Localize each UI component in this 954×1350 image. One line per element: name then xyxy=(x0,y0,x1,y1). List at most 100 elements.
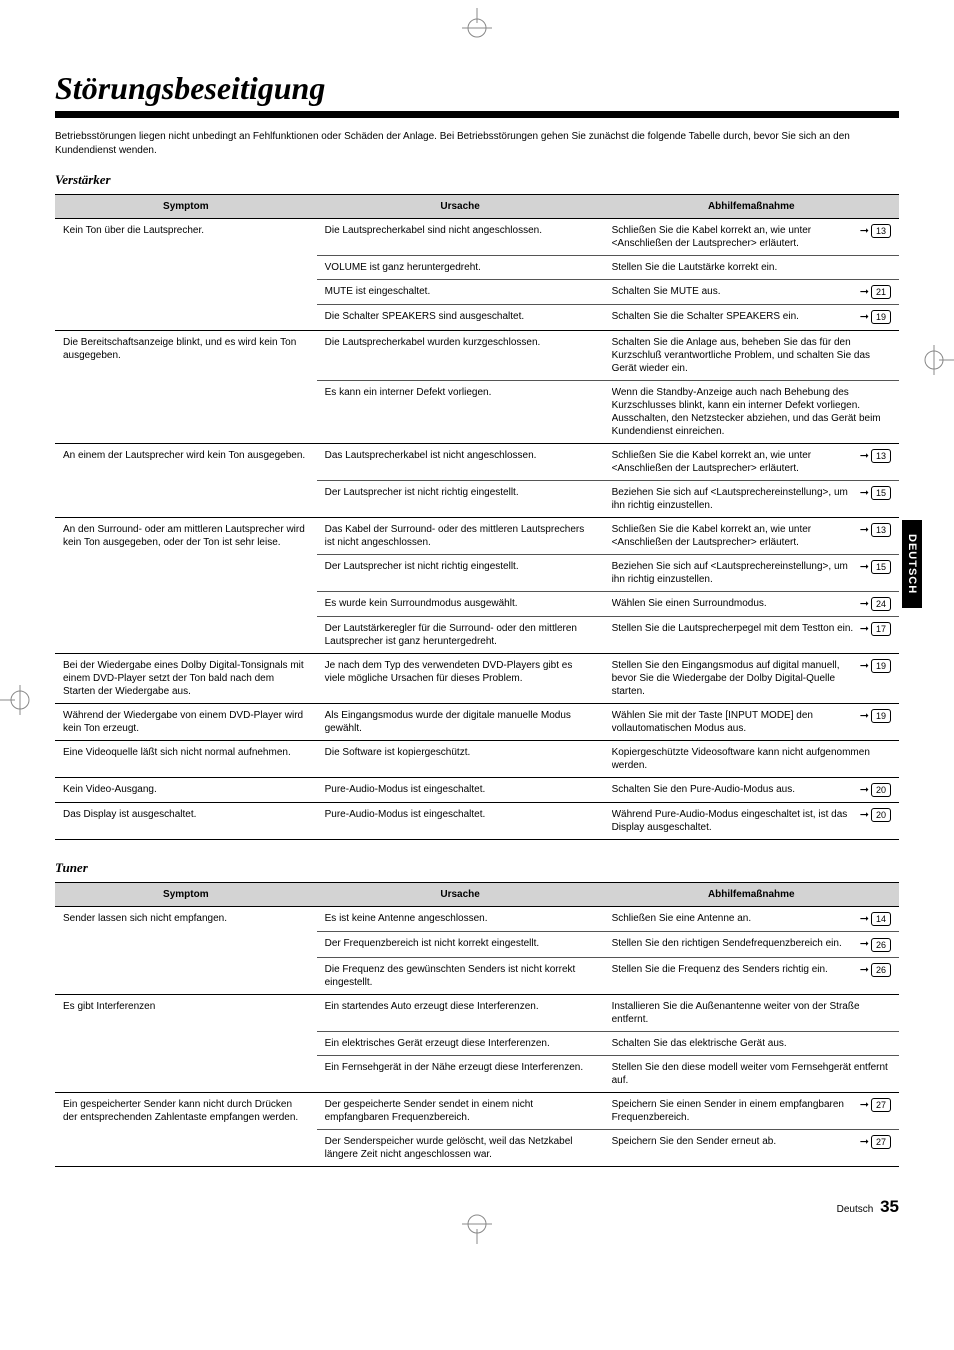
ursache-cell: Der Lautsprecher ist nicht richtig einge… xyxy=(317,554,604,591)
abhilfe-cell: ➞19Schalten Sie die Schalter SPEAKERS ei… xyxy=(604,305,899,330)
abhilfe-cell: ➞19Wählen Sie mit der Taste [INPUT MODE]… xyxy=(604,703,899,740)
table-row: Die Frequenz des gewünschten Senders ist… xyxy=(55,957,899,994)
arrow-icon: ➞ xyxy=(860,937,869,951)
abhilfe-text: Schalten Sie den Pure-Audio-Modus aus. xyxy=(612,783,854,796)
arrow-icon: ➞ xyxy=(860,783,869,797)
amplifier-table: Symptom Ursache Abhilfemaßnahme Kein Ton… xyxy=(55,194,899,840)
abhilfe-text: Schließen Sie die Kabel korrekt an, wie … xyxy=(612,449,854,475)
symptom-cell: Während der Wiedergabe von einem DVD-Pla… xyxy=(55,703,317,740)
abhilfe-cell: ➞27Speichern Sie einen Sender in einem e… xyxy=(604,1092,899,1129)
page-number-badge: 26 xyxy=(871,938,891,952)
ursache-cell: Als Eingangsmodus wurde der digitale man… xyxy=(317,703,604,740)
ursache-cell: Pure-Audio-Modus ist eingeschaltet. xyxy=(317,803,604,840)
symptom-cell: Die Bereitschaftsanzeige blinkt, und es … xyxy=(55,330,317,380)
abhilfe-cell: Stellen Sie den diese modell weiter vom … xyxy=(604,1055,899,1092)
symptom-cell xyxy=(55,256,317,280)
abhilfe-text: Schalten Sie MUTE aus. xyxy=(612,285,854,298)
table-row: Das Display ist ausgeschaltet.Pure-Audio… xyxy=(55,803,899,840)
symptom-cell: Bei der Wiedergabe eines Dolby Digital-T… xyxy=(55,653,317,703)
abhilfe-cell: Stellen Sie die Lautstärke korrekt ein. xyxy=(604,256,899,280)
ursache-cell: MUTE ist eingeschaltet. xyxy=(317,280,604,305)
abhilfe-cell: ➞13Schließen Sie die Kabel korrekt an, w… xyxy=(604,219,899,256)
ursache-cell: Ein startendes Auto erzeugt diese Interf… xyxy=(317,994,604,1031)
page-number-badge: 14 xyxy=(871,912,891,926)
page-number-badge: 19 xyxy=(871,659,891,673)
abhilfe-text: Schließen Sie eine Antenne an. xyxy=(612,912,854,925)
abhilfe-cell: ➞20Während Pure-Audio-Modus eingeschalte… xyxy=(604,803,899,840)
table-row: An einem der Lautsprecher wird kein Ton … xyxy=(55,443,899,480)
abhilfe-cell: ➞15Beziehen Sie sich auf <Lautsprecherei… xyxy=(604,554,899,591)
page-number-badge: 13 xyxy=(871,224,891,238)
ursache-cell: Der Senderspeicher wurde gelöscht, weil … xyxy=(317,1129,604,1166)
ursache-cell: Ein elektrisches Gerät erzeugt diese Int… xyxy=(317,1031,604,1055)
table-row: Es kann ein interner Defekt vorliegen.We… xyxy=(55,380,899,443)
table-row: Sender lassen sich nicht empfangen.Es is… xyxy=(55,907,899,932)
ursache-cell: Je nach dem Typ des verwendeten DVD-Play… xyxy=(317,653,604,703)
language-tab: DEUTSCH xyxy=(902,520,922,608)
abhilfe-cell: ➞27Speichern Sie den Sender erneut ab. xyxy=(604,1129,899,1166)
abhilfe-cell: ➞24Wählen Sie einen Surroundmodus. xyxy=(604,591,899,616)
table-row: Der Lautstärkeregler für die Surround- o… xyxy=(55,616,899,653)
th-symptom: Symptom xyxy=(55,195,317,219)
arrow-icon: ➞ xyxy=(860,1135,869,1149)
abhilfe-cell: ➞17Stellen Sie die Lautsprecherpegel mit… xyxy=(604,616,899,653)
page-reference: ➞13 xyxy=(860,224,891,238)
ursache-cell: Die Schalter SPEAKERS sind ausgeschaltet… xyxy=(317,305,604,330)
table-row: Die Schalter SPEAKERS sind ausgeschaltet… xyxy=(55,305,899,330)
abhilfe-cell: Kopiergeschützte Videosoftware kann nich… xyxy=(604,740,899,777)
abhilfe-text: Stellen Sie den richtigen Sendefrequenzb… xyxy=(612,937,854,950)
page-reference: ➞26 xyxy=(860,937,891,951)
symptom-cell xyxy=(55,480,317,517)
symptom-cell xyxy=(55,1129,317,1166)
page-reference: ➞19 xyxy=(860,709,891,723)
page-number-badge: 19 xyxy=(871,709,891,723)
ursache-cell: Der Lautstärkeregler für die Surround- o… xyxy=(317,616,604,653)
page-number-badge: 15 xyxy=(871,486,891,500)
symptom-cell xyxy=(55,616,317,653)
arrow-icon: ➞ xyxy=(860,963,869,977)
symptom-cell xyxy=(55,1055,317,1092)
abhilfe-cell: ➞21 Schalten Sie MUTE aus. xyxy=(604,280,899,305)
symptom-cell xyxy=(55,380,317,443)
page-reference: ➞21 xyxy=(860,285,891,299)
abhilfe-cell: Wenn die Standby-Anzeige auch nach Beheb… xyxy=(604,380,899,443)
symptom-cell: An den Surround- oder am mittleren Lauts… xyxy=(55,517,317,554)
abhilfe-cell: ➞13 Schließen Sie die Kabel korrekt an, w… xyxy=(604,443,899,480)
abhilfe-text: Speichern Sie einen Sender in einem empf… xyxy=(612,1098,854,1124)
table-row: VOLUME ist ganz heruntergedreht.Stellen … xyxy=(55,256,899,280)
crop-mark-left xyxy=(0,680,40,720)
abhilfe-text: Wenn die Standby-Anzeige auch nach Beheb… xyxy=(612,386,891,438)
abhilfe-cell: Schalten Sie das elektrische Gerät aus. xyxy=(604,1031,899,1055)
table-row: Der Lautsprecher ist nicht richtig einge… xyxy=(55,480,899,517)
abhilfe-text: Schalten Sie die Anlage aus, beheben Sie… xyxy=(612,336,891,375)
table-row: Die Bereitschaftsanzeige blinkt, und es … xyxy=(55,330,899,380)
abhilfe-text: Beziehen Sie sich auf <Lautsprechereinst… xyxy=(612,486,854,512)
page-reference: ➞19 xyxy=(860,659,891,673)
page-number-badge: 19 xyxy=(871,310,891,324)
abhilfe-text: Schalten Sie die Schalter SPEAKERS ein. xyxy=(612,310,854,323)
abhilfe-cell: Installieren Sie die Außenantenne weiter… xyxy=(604,994,899,1031)
arrow-icon: ➞ xyxy=(860,659,869,673)
page-reference: ➞24 xyxy=(860,597,891,611)
arrow-icon: ➞ xyxy=(860,912,869,926)
th-abhilfe: Abhilfemaßnahme xyxy=(604,883,899,907)
abhilfe-text: Stellen Sie den diese modell weiter vom … xyxy=(612,1061,891,1087)
ursache-cell: Es wurde kein Surroundmodus ausgewählt. xyxy=(317,591,604,616)
table-row: Es wurde kein Surroundmodus ausgewählt.➞… xyxy=(55,591,899,616)
crop-mark-top xyxy=(457,8,497,48)
table-row: Kein Ton über die Lautsprecher.Die Lauts… xyxy=(55,219,899,256)
symptom-cell: Eine Videoquelle läßt sich nicht normal … xyxy=(55,740,317,777)
table-row: Der Senderspeicher wurde gelöscht, weil … xyxy=(55,1129,899,1166)
symptom-cell xyxy=(55,280,317,305)
ursache-cell: Die Software ist kopiergeschützt. xyxy=(317,740,604,777)
abhilfe-text: Stellen Sie die Lautsprecherpegel mit de… xyxy=(612,622,854,635)
table-row: Ein Fernsehgerät in der Nähe erzeugt die… xyxy=(55,1055,899,1092)
page-number-badge: 13 xyxy=(871,449,891,463)
page-reference: ➞13 xyxy=(860,449,891,463)
page-number-badge: 26 xyxy=(871,963,891,977)
ursache-cell: Der Lautsprecher ist nicht richtig einge… xyxy=(317,480,604,517)
arrow-icon: ➞ xyxy=(860,486,869,500)
ursache-cell: Der gespeicherte Sender sendet in einem … xyxy=(317,1092,604,1129)
th-ursache: Ursache xyxy=(317,883,604,907)
abhilfe-text: Kopiergeschützte Videosoftware kann nich… xyxy=(612,746,891,772)
